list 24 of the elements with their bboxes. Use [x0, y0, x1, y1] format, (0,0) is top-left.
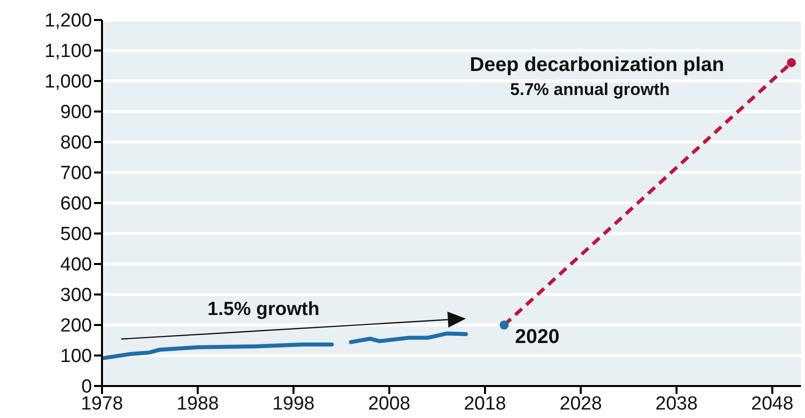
y-tick-label: 500: [60, 224, 92, 246]
x-tick-label: 2008: [368, 393, 410, 414]
y-tick-label: 1,200: [44, 10, 92, 32]
annotation: 1.5% growth: [208, 298, 320, 320]
y-tick-label: 400: [60, 254, 92, 276]
y-tick-label: 800: [60, 132, 92, 154]
annotation: Deep decarbonization plan: [470, 54, 724, 76]
x-tick-label: 2038: [655, 393, 698, 414]
y-tick-label: 900: [60, 102, 92, 124]
x-tick-label: 2028: [560, 393, 602, 414]
y-tick-label: 200: [60, 316, 92, 337]
y-tick-label: 700: [60, 163, 92, 184]
x-tick-label: 1978: [80, 393, 124, 414]
x-tick-label: 1988: [176, 393, 219, 414]
annotation: 2020: [515, 326, 560, 348]
x-tick-label: 1998: [272, 393, 315, 414]
y-tick-label: 300: [60, 285, 92, 306]
y-tick-label: 100: [60, 346, 92, 368]
annotation: 5.7% annual growth: [510, 80, 670, 99]
x-tick-label: 2018: [464, 393, 506, 414]
y-tick-label: 1,000: [44, 72, 92, 93]
y-tick-label: 600: [60, 194, 92, 215]
x-tick-label: 2048: [751, 393, 794, 414]
y-tick-label: 1,100: [44, 41, 92, 62]
